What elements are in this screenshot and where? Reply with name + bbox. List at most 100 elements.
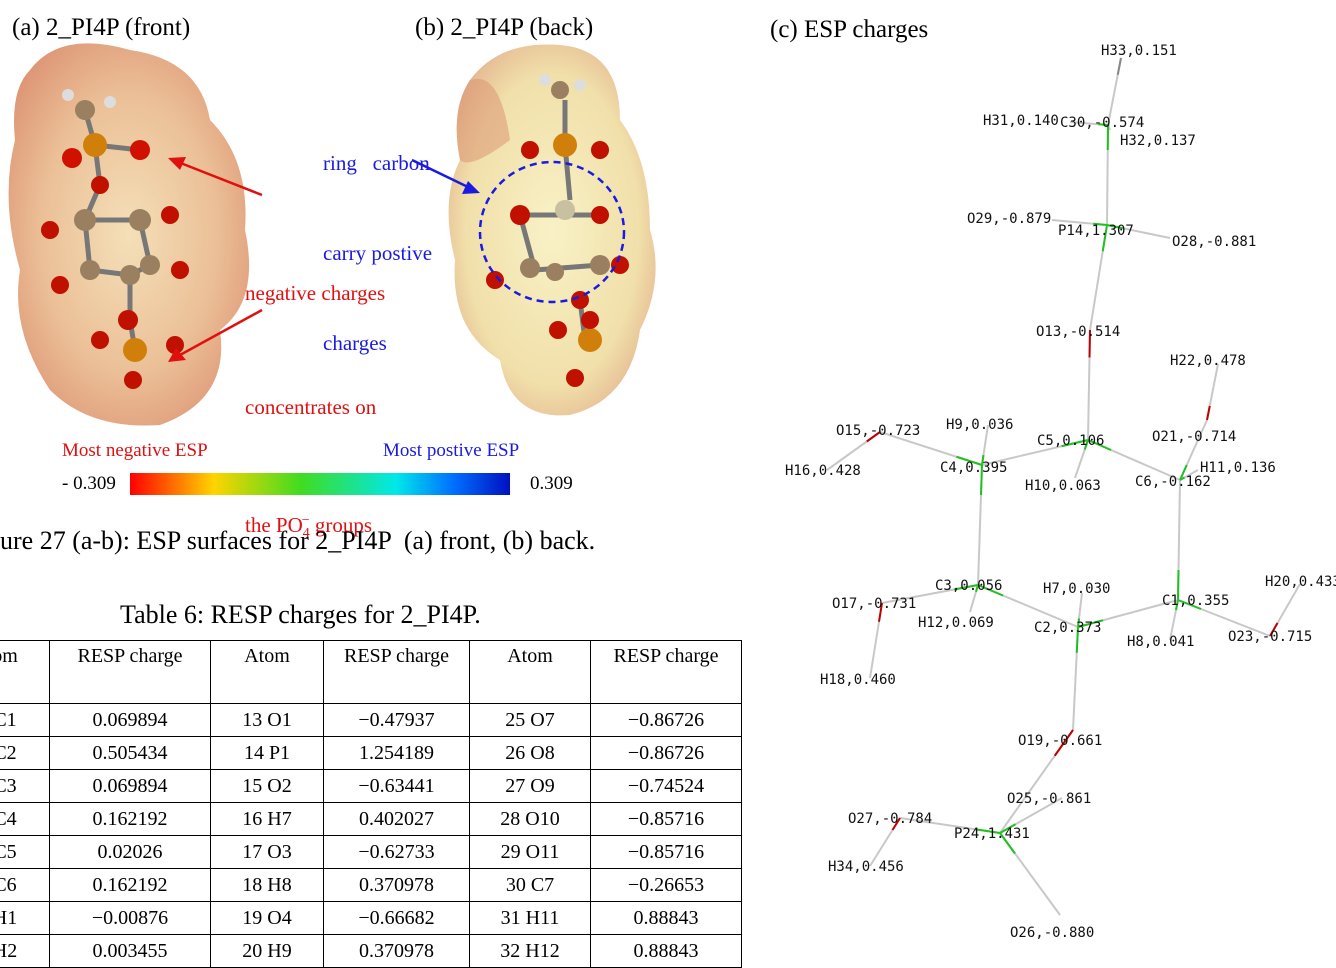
table-cell: −0.00876 [50,902,211,935]
atom-label: H11,0.136 [1200,460,1276,476]
atom-label: P14,1.307 [1058,223,1134,239]
table-cell: C2 [0,737,50,770]
table-cell: H1 [0,902,50,935]
table-cell: 17 O3 [211,836,324,869]
atom-label: O15,-0.723 [836,423,920,439]
atom-label: H8,0.041 [1127,634,1194,650]
atom-label: C5,0.106 [1037,433,1104,449]
table-cell: 0.88843 [591,902,742,935]
table-cell: 0.069894 [50,704,211,737]
atom-label: H10,0.063 [1025,478,1101,494]
molecule-front [9,43,250,425]
atom-label: C6,-0.162 [1135,474,1211,490]
atom-label: P24,1.431 [954,826,1030,842]
table-cell: 0.162192 [50,803,211,836]
table-cell: 0.069894 [50,770,211,803]
atom-label: O21,-0.714 [1152,429,1236,445]
atom-label: H31,0.140 [983,113,1059,129]
atom-label: C1,0.355 [1162,593,1229,609]
table-cell: 31 H11 [470,902,591,935]
table-cell: −0.63441 [324,770,470,803]
atom-label: H9,0.036 [946,417,1013,433]
table-cell: C5 [0,836,50,869]
atom-label: C30,-0.574 [1060,115,1144,131]
table-cell: H2 [0,935,50,968]
bond-end [1118,58,1121,75]
table-cell: 26 O8 [470,737,591,770]
atom-label: C2,0.373 [1034,620,1101,636]
table-cell: −0.26653 [591,869,742,902]
colorbar-max: 0.309 [530,473,573,495]
atom-label: H34,0.456 [828,859,904,875]
panel-title: (a) 2_PI4P (front) [12,14,190,42]
table-cell: −0.62733 [324,836,470,869]
atom-label: H33,0.151 [1101,43,1177,59]
atom-label: C4,0.395 [940,460,1007,476]
table-cell: 28 O10 [470,803,591,836]
panel-title: (b) 2_PI4P (back) [415,14,593,42]
annotation-line: negative charges [245,274,385,312]
colorbar-right-label: Most postive ESP [383,440,519,462]
atom-label: O17,-0.731 [832,596,916,612]
table-cell: 0.402027 [324,803,470,836]
table-cell: 0.505434 [50,737,211,770]
table-cell: 30 C7 [470,869,591,902]
atom-label: O13,-0.514 [1036,324,1120,340]
colorbar-min: - 0.309 [62,473,116,495]
table-cell: om [0,641,50,704]
table-cell: 0.02026 [50,836,211,869]
atom-label: O19,-0.661 [1018,733,1102,749]
table-cell: −0.66682 [324,902,470,935]
table-cell: C6 [0,869,50,902]
atom-label: O29,-0.879 [967,211,1051,227]
table-cell: 0.370978 [324,869,470,902]
table-cell: −0.85716 [591,803,742,836]
panel-title: (c) ESP charges [770,16,928,44]
table-cell: Atom [470,641,591,704]
atom-label: C3,0.056 [935,578,1002,594]
annotation-line: ring carbon [323,148,432,178]
colorbar-left-label: Most negative ESP [62,440,208,462]
table-cell: 19 O4 [211,902,324,935]
atom-label: O25,-0.861 [1007,791,1091,807]
atom-label: O26,-0.880 [1010,925,1094,941]
atom-label: H18,0.460 [820,672,896,688]
table-cell: 16 H7 [211,803,324,836]
table-cell: −0.85716 [591,836,742,869]
atom-label: O27,-0.784 [848,811,932,827]
table-title: Table 6: RESP charges for 2_PI4P. [120,600,481,630]
atom-label: O23,-0.715 [1228,629,1312,645]
table-cell: 13 O1 [211,704,324,737]
table-cell: C3 [0,770,50,803]
table-cell: 25 O7 [470,704,591,737]
atom-label: H12,0.069 [918,615,994,631]
table-cell: 29 O11 [470,836,591,869]
figure-caption: ure 27 (a-b): ESP surfaces for 2_PI4P (a… [0,526,595,556]
table-cell: −0.47937 [324,704,470,737]
table-cell: RESP charge [591,641,742,704]
table-cell: 0.162192 [50,869,211,902]
table-cell: −0.86726 [591,737,742,770]
table-cell: C4 [0,803,50,836]
atom-label: H7,0.030 [1043,581,1110,597]
atom-label: H32,0.137 [1120,133,1196,149]
table-cell: 14 P1 [211,737,324,770]
table-cell: 18 H8 [211,869,324,902]
table-cell: RESP charge [50,641,211,704]
molecule-back [449,44,656,415]
table-cell: C1 [0,704,50,737]
atom-label: H20,0.433 [1265,574,1336,590]
table-cell: 15 O2 [211,770,324,803]
table-cell: 0.88843 [591,935,742,968]
atom-label: H16,0.428 [785,463,861,479]
